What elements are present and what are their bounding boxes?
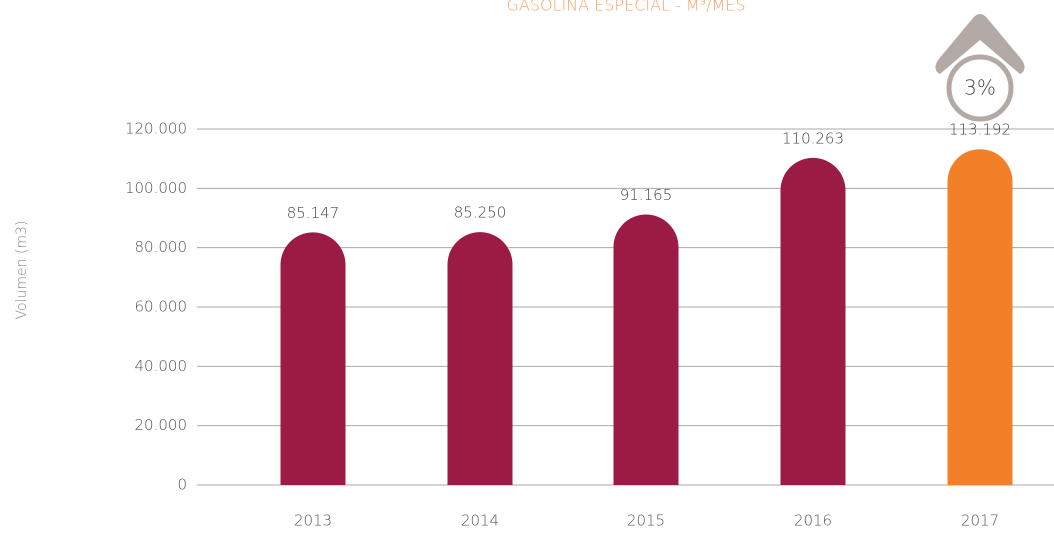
badge-roof [935, 14, 1025, 74]
bar [947, 149, 1013, 485]
value-label: 85.147 [287, 204, 340, 222]
value-label: 85.250 [454, 204, 507, 222]
value-label: 110.263 [782, 129, 844, 147]
annotation: 3% [964, 76, 996, 100]
x-tick-label: 2014 [461, 512, 499, 530]
x-tick-label: 2017 [961, 512, 999, 530]
badge: 3% [935, 14, 1025, 122]
bar [780, 157, 846, 486]
y-tick-label: 100.000 [125, 179, 187, 197]
badge-circle [946, 54, 1014, 122]
x-tick-label: 2015 [627, 512, 665, 530]
value-label: 91.165 [620, 186, 673, 204]
bar [280, 232, 346, 485]
y-tick-label: 20.000 [135, 416, 188, 434]
bar [613, 214, 679, 486]
bar [447, 232, 513, 485]
x-tick-label: 2016 [794, 512, 832, 530]
y-tick-label: 40.000 [135, 357, 188, 375]
value-label: 113.192 [949, 121, 1011, 139]
chart-title: GASOLINA ESPECIAL - M³/MES [506, 0, 745, 15]
y-tick-label: 120.000 [125, 120, 187, 138]
y-tick-label: 60.000 [135, 298, 188, 316]
y-axis-label: Volumen (m3) [14, 221, 30, 320]
y-tick-label: 80.000 [135, 238, 188, 256]
y-tick-label: 0 [177, 476, 187, 494]
x-tick-label: 2013 [294, 512, 332, 530]
